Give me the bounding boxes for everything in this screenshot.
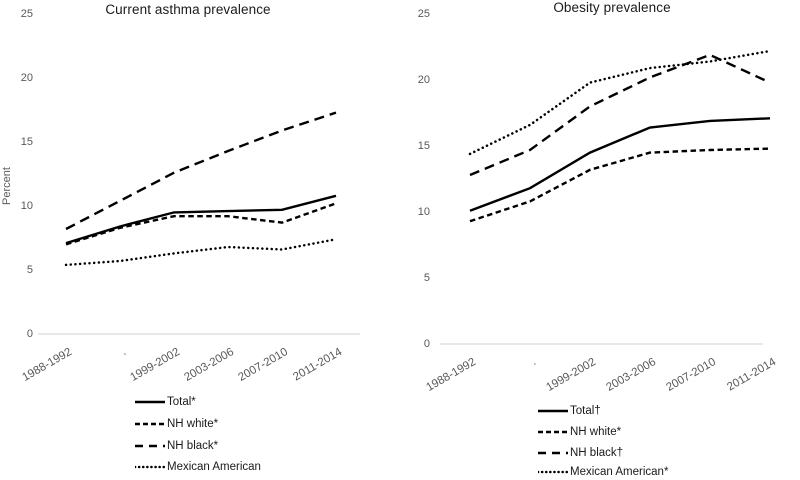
legend-key-solid-line (538, 409, 568, 413)
obesity-chart: Obesity prevalence 25 20 15 10 5 0 1988-1992.… (400, 0, 800, 478)
legend-label: Mexican American* (570, 466, 669, 478)
plot-area (38, 111, 360, 335)
chart-title: Obesity prevalence (553, 0, 671, 15)
legend-label: Mexican American (167, 461, 261, 473)
series-line-mexican-american (64, 238, 338, 267)
legend-label: Total* (167, 396, 196, 408)
legend-item-mexican-american: Mexican American (135, 459, 261, 475)
legend-item-nh-black: NH black† (538, 445, 623, 461)
legend-key-long-dash-line (135, 444, 165, 448)
series-line-total (65, 194, 337, 245)
y-tick-label: 25 (20, 8, 33, 20)
plot-area (440, 49, 772, 345)
series-line-nh-black (469, 53, 771, 177)
series-line-mexican-american (468, 49, 772, 156)
chart-title: Current asthma prevalence (105, 2, 271, 17)
legend-key-long-dash-line (538, 451, 568, 455)
series-line-total (469, 117, 771, 212)
y-tick-label: 5 (26, 264, 33, 276)
y-tick-label: 10 (20, 200, 33, 212)
y-tick-label: 15 (20, 136, 33, 148)
y-tick-label: 20 (417, 74, 430, 86)
legend-item-mexican-american: Mexican American* (538, 464, 668, 480)
legend-label: Total† (570, 405, 601, 417)
y-tick-label: 0 (26, 328, 33, 340)
legend-label: NH black* (167, 440, 219, 452)
series-line-nh-black (65, 111, 337, 231)
legend-label: NH white* (167, 418, 219, 430)
y-tick-label: 10 (417, 206, 430, 218)
legend-item-nh-white: NH white* (538, 424, 621, 440)
y-tick-label: 15 (417, 140, 430, 152)
legend-item-nh-black: NH black* (135, 438, 218, 454)
legend-key-dotted-line (135, 465, 165, 469)
legend-item-total: Total* (135, 394, 196, 410)
asthma-chart: Current asthma prevalence Percent 25 20 15… (0, 0, 400, 478)
legend-item-nh-white: NH white* (135, 416, 218, 432)
legend-label: NH white* (570, 426, 622, 438)
legend-label: NH black† (570, 447, 624, 459)
legend-key-short-dash-line (538, 430, 568, 434)
legend-key-dotted-line (538, 470, 568, 474)
y-tick-label: 25 (417, 8, 430, 20)
series-line-nh-white (469, 147, 771, 223)
series-line-nh-white (65, 202, 337, 246)
legend-key-solid-line (135, 400, 165, 404)
y-tick-label: 20 (20, 72, 33, 84)
legend-key-short-dash-line (135, 422, 165, 426)
y-tick-label: 5 (423, 272, 430, 284)
legend-item-total: Total† (538, 403, 601, 419)
y-tick-label: 0 (423, 338, 430, 350)
